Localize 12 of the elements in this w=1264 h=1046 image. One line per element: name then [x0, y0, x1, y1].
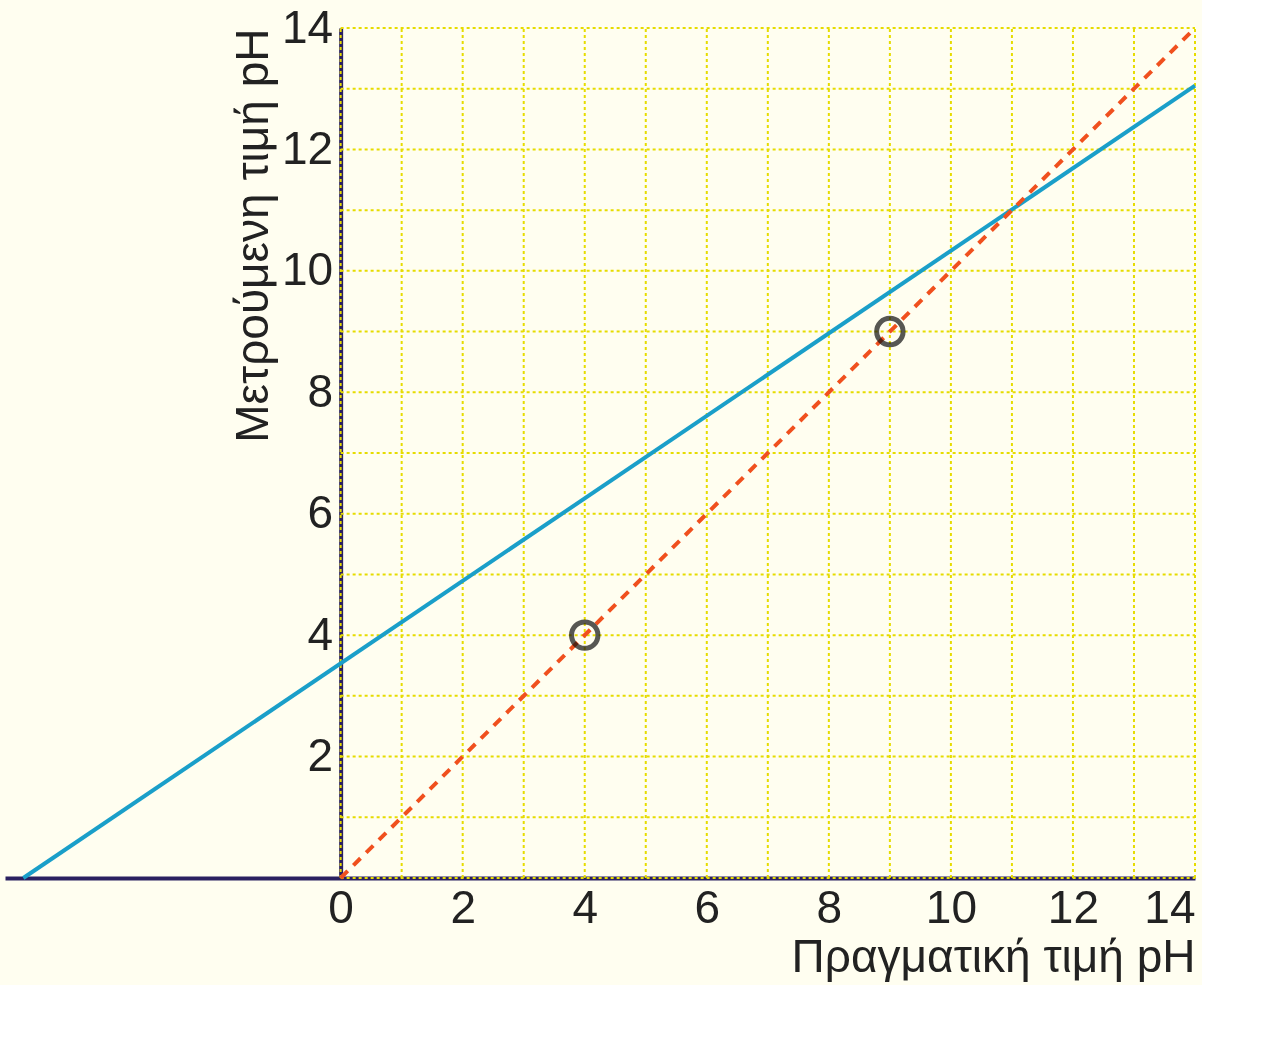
x-tick-label: 0 — [328, 880, 354, 933]
y-tick-label: 10 — [281, 243, 334, 296]
x-tick-label: 2 — [450, 880, 476, 933]
y-tick-label: 6 — [307, 486, 334, 539]
y-tick-label: 4 — [307, 607, 334, 660]
y-tick-label: 2 — [307, 729, 334, 782]
x-tick-label: 6 — [694, 880, 721, 933]
x-tick-label: 4 — [572, 880, 599, 933]
y-tick-label: 14 — [281, 0, 334, 53]
y-axis-title: Μετρούμενη τιμή pH — [225, 28, 278, 443]
y-tick-label: 8 — [307, 364, 334, 417]
y-tick-label: 12 — [281, 121, 334, 174]
